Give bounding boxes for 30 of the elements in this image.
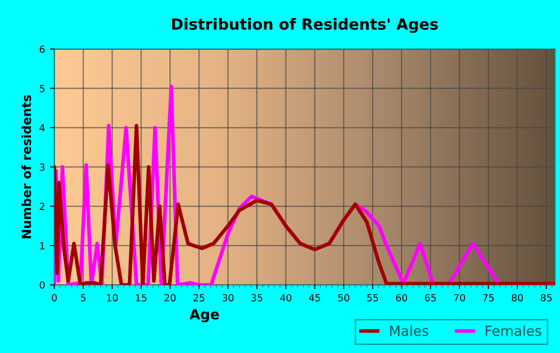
x-tick-label: 0	[52, 294, 57, 302]
x-tick-label: 30	[222, 294, 234, 302]
x-tick-label: 65	[425, 294, 436, 302]
y-tick-label: 4	[40, 124, 45, 132]
x-tick-label: 20	[164, 294, 176, 302]
y-tick-label: 5	[40, 84, 44, 92]
x-tick-label: 15	[136, 294, 146, 302]
x-tick-label: 10	[107, 294, 118, 302]
y-tick-label: 0	[40, 281, 45, 289]
x-tick-label: 70	[454, 294, 465, 302]
x-axis-title: Age	[190, 309, 219, 322]
x-tick-label: 35	[251, 294, 262, 302]
x-tick-label: 85	[540, 294, 552, 302]
x-tick-label: 60	[396, 294, 408, 302]
legend-label: Males	[390, 325, 428, 336]
y-tick-label: 2	[40, 202, 44, 210]
chart-title: Distribution of Residents' Ages	[172, 18, 438, 33]
y-axis-title: Number of residents	[21, 95, 32, 238]
x-tick-label: 80	[512, 294, 523, 302]
x-tick-label: 25	[194, 294, 204, 302]
y-tick-label: 3	[40, 163, 45, 171]
legend-label: Females	[486, 325, 542, 336]
x-tick-label: 40	[280, 294, 292, 302]
x-tick-label: 45	[309, 294, 320, 302]
x-tick-label: 5	[80, 294, 86, 302]
x-tick-label: 55	[367, 294, 378, 302]
y-tick-label: 6	[40, 46, 45, 53]
x-tick-label: 50	[338, 294, 350, 302]
y-tick-label: 1	[40, 242, 44, 250]
x-tick-label: 75	[483, 294, 494, 302]
